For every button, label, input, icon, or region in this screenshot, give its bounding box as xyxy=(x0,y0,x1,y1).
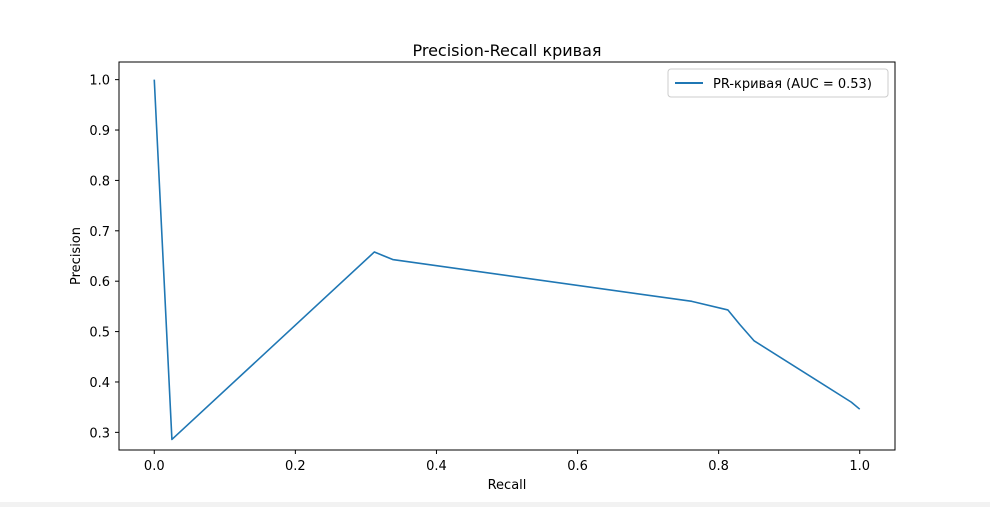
y-tick-label: 0.4 xyxy=(89,376,110,391)
series-line-pr-curve xyxy=(153,79,861,441)
x-tick-label: 0.0 xyxy=(144,459,165,474)
x-tick-label: 1.0 xyxy=(849,459,870,474)
x-tick-label: 0.8 xyxy=(708,459,729,474)
bottom-strip xyxy=(0,502,990,507)
x-axis-label: Recall xyxy=(488,478,527,493)
y-tick-label: 0.8 xyxy=(89,174,110,189)
plot-area-frame xyxy=(118,61,896,451)
y-tick-label: 0.6 xyxy=(89,275,110,290)
legend-box xyxy=(667,68,889,98)
x-tick-label: 0.2 xyxy=(285,459,306,474)
y-axis-ticks: 0.3 0.4 0.5 0.6 0.7 0.8 0.9 1.0 xyxy=(89,74,119,441)
legend-entry-label: PR-кривая (AUC = 0.53) xyxy=(713,77,872,92)
y-tick-label: 1.0 xyxy=(89,74,110,89)
x-tick-label: 0.6 xyxy=(567,459,588,474)
y-tick-label: 0.9 xyxy=(89,124,110,139)
legend: PR-кривая (AUC = 0.53) xyxy=(667,68,889,98)
y-tick-label: 0.5 xyxy=(89,326,110,341)
y-tick-label: 0.7 xyxy=(89,225,110,240)
x-tick-label: 0.4 xyxy=(426,459,447,474)
y-axis-label: Precision xyxy=(69,227,84,285)
x-axis-ticks: 0.0 0.2 0.4 0.6 0.8 1.0 xyxy=(144,450,870,474)
series-layer xyxy=(153,79,861,441)
chart-title: Precision-Recall кривая xyxy=(412,41,601,60)
y-tick-label: 0.3 xyxy=(89,426,110,441)
